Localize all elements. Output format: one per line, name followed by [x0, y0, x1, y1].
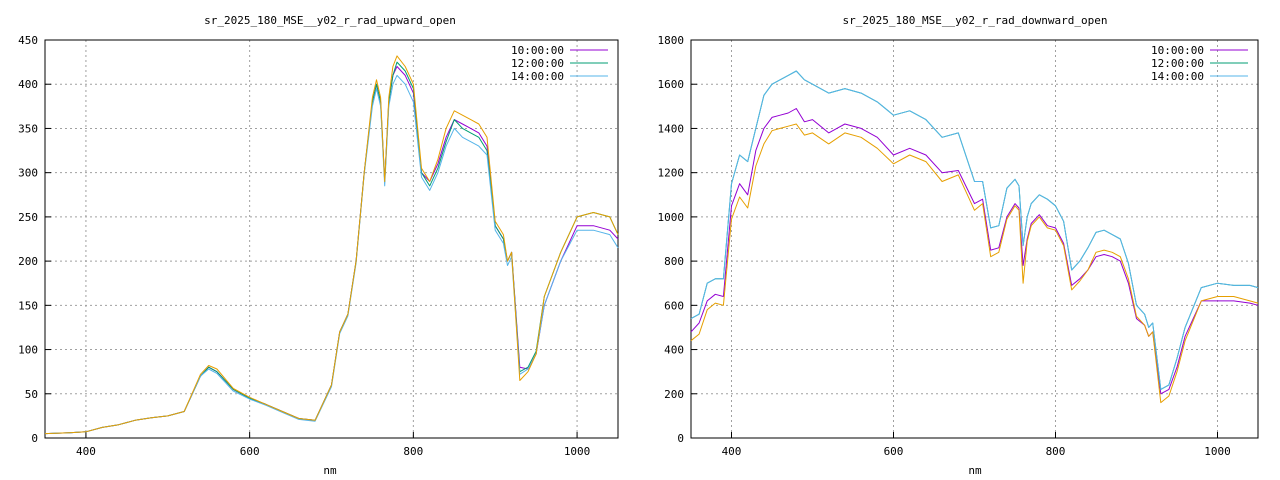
chart-downward-series-line: [690, 70, 1259, 390]
chart-upward-panel: sr_2025_180_MSE__y02_r_rad_upward_open n…: [18, 14, 619, 477]
chart-downward-frame: [690, 39, 1259, 439]
chart-upward-legend-label: 14:00:00: [511, 70, 564, 83]
chart-upward-ytick-label: 400: [18, 78, 38, 91]
chart-upward-title: sr_2025_180_MSE__y02_r_rad_upward_open: [204, 14, 456, 27]
chart-downward-panel: sr_2025_180_MSE__y02_r_rad_downward_open…: [658, 14, 1259, 477]
chart-upward-ytick-label: 450: [18, 34, 38, 47]
chart-downward-ytick-label: 1000: [658, 211, 685, 224]
chart-downward-xtick-label: 1000: [1204, 445, 1231, 458]
chart-upward-series-line: [44, 66, 619, 435]
chart-upward-ytick-label: 0: [31, 432, 38, 445]
chart-upward-xlabel: nm: [323, 464, 337, 477]
chart-downward-ytick-label: 200: [664, 388, 684, 401]
chart-downward-ytick-label: 600: [664, 299, 684, 312]
chart-downward-title: sr_2025_180_MSE__y02_r_rad_downward_open: [843, 14, 1108, 27]
chart-downward-xtick-label: 600: [884, 445, 904, 458]
chart-downward-ytick-label: 1400: [658, 122, 685, 135]
chart-downward-ytick-label: 1600: [658, 78, 685, 91]
chart-downward-ytick-label: 800: [664, 255, 684, 268]
chart-upward-frame: [44, 39, 619, 439]
chart-upward-ytick-label: 150: [18, 299, 38, 312]
chart-upward-ytick-label: 50: [25, 388, 38, 401]
chart-upward-ytick-label: 100: [18, 344, 38, 357]
chart-upward-series-line: [44, 74, 619, 435]
chart-upward-ytick-label: 300: [18, 167, 38, 180]
chart-upward-series-line: [44, 61, 619, 435]
chart-downward-series-line: [690, 123, 1259, 404]
chart-downward-legend-label: 14:00:00: [1151, 70, 1204, 83]
chart-upward-xtick-label: 1000: [564, 445, 591, 458]
chart-downward-ytick-label: 1200: [658, 167, 685, 180]
chart-upward-xtick-label: 600: [240, 445, 260, 458]
chart-upward-xtick-label: 800: [403, 445, 423, 458]
chart-upward-ytick-label: 200: [18, 255, 38, 268]
chart-downward-xlabel: nm: [968, 464, 982, 477]
chart-upward-ytick-label: 350: [18, 122, 38, 135]
chart-downward-ytick-label: 400: [664, 344, 684, 357]
chart-downward-legend-label: 10:00:00: [1151, 44, 1204, 57]
chart-upward-ytick-label: 250: [18, 211, 38, 224]
chart-downward-series-line: [690, 70, 1259, 390]
chart-downward-ytick-label: 0: [677, 432, 684, 445]
chart-upward-legend-label: 12:00:00: [511, 57, 564, 70]
chart-downward-legend-label: 12:00:00: [1151, 57, 1204, 70]
chart-downward-series-line: [690, 108, 1259, 395]
chart-downward-xtick-label: 800: [1046, 445, 1066, 458]
chart-upward-legend-label: 10:00:00: [511, 44, 564, 57]
chart-upward-series-line: [44, 55, 619, 435]
chart-downward-ytick-label: 1800: [658, 34, 685, 47]
chart-downward-xtick-label: 400: [722, 445, 742, 458]
chart-upward-xtick-label: 400: [76, 445, 96, 458]
